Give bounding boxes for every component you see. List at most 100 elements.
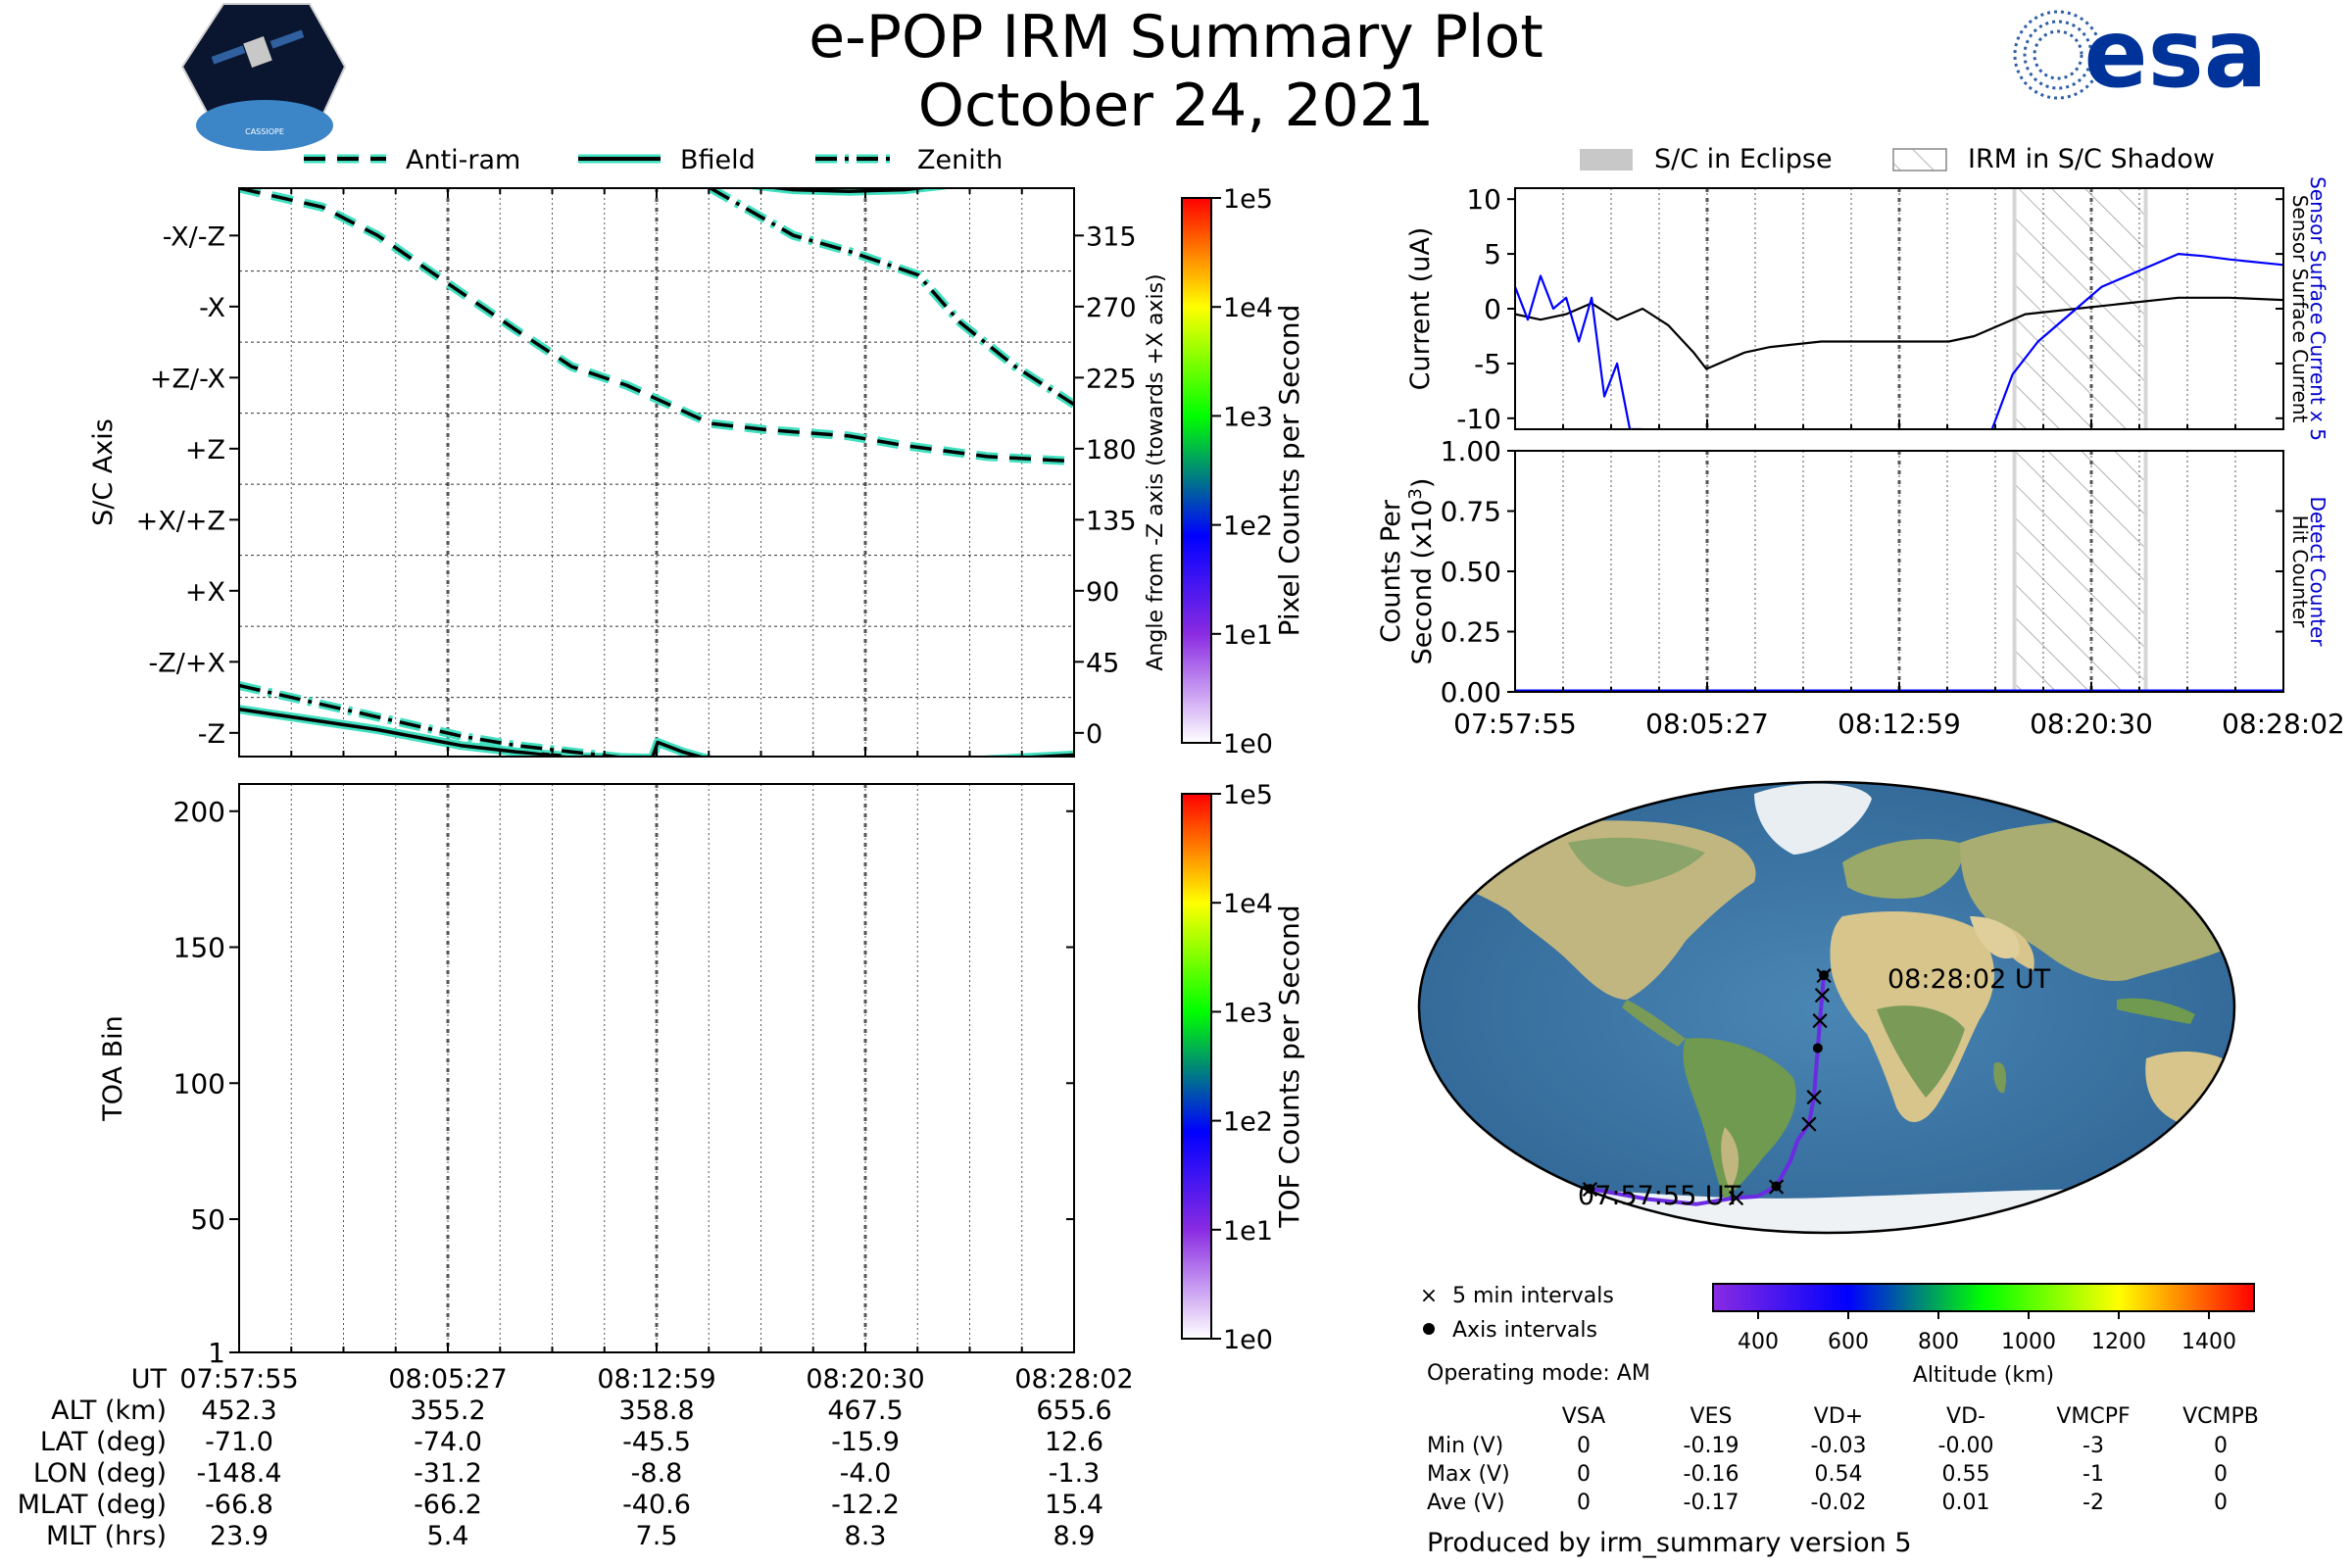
table-cell: -66.8 [205,1490,273,1520]
table-cell: -15.9 [831,1427,900,1457]
colorbar-tick-label: 1e3 [1223,998,1273,1028]
counts-panel: 0.00 0.25 0.50 0.75 1.00 Counts Per Second (… [1376,435,2345,740]
ytick-label-right: 90 [1086,577,1119,608]
xtick-label: 08:28:02 [2222,708,2345,740]
esa-logo-text: esa [2083,0,2267,109]
voltage-cell: 0.54 [1815,1462,1863,1487]
altitude-tick-label: 1200 [2091,1330,2146,1354]
counts-ylabel-line2: Second (x103) [1405,478,1438,665]
axis-interval-marker [1819,970,1830,981]
ground-track-line [1590,975,1826,1206]
table-row-label: LON (deg) [33,1458,167,1489]
voltage-table: VSA VES VD+ VD- VMCPF VCMPB Min (V) 0 -0.19 -0.03… [1427,1404,2259,1515]
table-cell: 8.3 [845,1521,887,1551]
five-min-marker: × [1725,1183,1747,1213]
axis-interval-marker [1585,1184,1595,1195]
ut-tick-label: 08:20:30 [806,1364,924,1395]
voltage-row-label: Ave (V) [1427,1491,1505,1515]
five-min-marker: × [1803,1082,1826,1112]
sc-axis-ylabel: S/C Axis [88,418,119,526]
table-cell: -66.2 [414,1490,482,1520]
axis-interval-marker [1771,1181,1782,1192]
operating-mode: Operating mode: AM [1427,1361,1650,1386]
ytick-label: 0.00 [1441,676,1501,709]
toa-ylabel: TOA Bin [98,1015,128,1121]
voltage-cell: -0.19 [1684,1434,1740,1458]
voltage-header: VES [1690,1404,1733,1429]
table-cell: 12.6 [1045,1427,1103,1457]
page-title: e-POP IRM Summary Plot [808,3,1544,72]
table-row-label: LAT (deg) [40,1427,167,1457]
xtick-label: 08:20:30 [2030,708,2153,740]
table-row-label: MLAT (deg) [18,1490,167,1520]
voltage-cell: 0 [2214,1462,2228,1487]
voltage-cell: 0 [1577,1434,1591,1458]
ytick-label-left: +X/+Z [136,506,225,536]
series-line-zenith [710,188,1074,407]
ytick-label: -10 [1456,403,1501,435]
series-line-anti-ram [239,188,1074,464]
five-min-marker: × [1798,1109,1821,1140]
series-line-sensor-surface-current [1515,296,2283,370]
altitude-tick-label: 400 [1738,1330,1779,1354]
voltage-cell: 0 [1577,1491,1591,1515]
ytick-label: 200 [173,796,225,828]
ytick-label: 5 [1484,238,1501,270]
ytick-label: 0.25 [1441,616,1501,649]
voltage-cell: -0.02 [1811,1491,1867,1515]
colorbar-tick-label: 1e5 [1223,184,1273,215]
shadow-swatch [1892,148,1947,172]
table-cell: -12.2 [831,1490,900,1520]
ytick-label: 100 [173,1067,225,1100]
ytick-label: 1.00 [1441,435,1501,467]
voltage-cell: -0.17 [1684,1491,1740,1515]
x-marker-icon: × [1420,1284,1438,1308]
voltage-cell: 0 [2214,1434,2228,1458]
legend-label-anti-ram: Anti-ram [406,145,520,175]
table-cell: 7.5 [636,1521,678,1551]
ytick-label: -5 [1474,348,1501,380]
altitude-tick-label: 800 [1918,1330,1959,1354]
legend-label-bfield: Bfield [680,145,756,175]
pixel-colorbar-label: Pixel Counts per Second [1273,305,1305,637]
current-panel: -10 -5 0 5 10 Current (uA) Sensor Surface Cu… [1405,176,2329,441]
left-logo: CASSIOPE [180,3,347,151]
shadow-region [2016,451,2144,692]
tof-colorbar: 1e0 1e1 1e2 1e3 1e4 1e5 TOF Counts per Second [1181,780,1305,1355]
table-cell: -40.6 [622,1490,691,1520]
ytick-label-left: +Z/-X [150,364,225,394]
voltage-header: VMCPF [2056,1404,2130,1429]
table-cell: 5.4 [427,1521,469,1551]
ytick-label: 0 [1484,293,1501,325]
series-line-sensor-surface-current-x-5 [1515,253,2283,429]
ytick-label: 10 [1466,183,1501,216]
sensor-current-label: Sensor Surface Current [2288,195,2312,423]
table-row-label: MLT (hrs) [46,1521,167,1551]
table-cell: 655.6 [1036,1396,1111,1426]
table-cell: 355.2 [410,1396,485,1426]
esa-logo: esa [2013,0,2268,109]
colorbar-tick-label: 1e3 [1223,402,1273,432]
table-cell: -45.5 [622,1427,691,1457]
table-cell: 358.8 [618,1396,694,1426]
colorbar-tick-label: 1e0 [1223,1325,1273,1355]
voltage-cell: 0.55 [1942,1462,1990,1487]
table-row-label: UT [131,1364,168,1395]
colorbar-tick-label: 1e1 [1223,1216,1273,1247]
table-cell: -74.0 [414,1427,482,1457]
table-cell: -71.0 [205,1427,273,1457]
colorbar-tick-label: 1e2 [1223,512,1273,542]
ut-tick-label: 07:57:55 [179,1364,298,1395]
table-cell: -148.4 [196,1458,281,1489]
ytick-label-left: +Z [185,435,225,466]
legend-label-s-c-in-eclipse: S/C in Eclipse [1654,144,1833,174]
colorbar-tick-label: 1e4 [1223,293,1273,323]
voltage-header: VCMPB [2182,1404,2259,1429]
dot-marker-icon [1423,1323,1435,1335]
voltage-cell: 0 [1577,1462,1591,1487]
table-cell: 23.9 [210,1521,269,1551]
table-cell: 8.9 [1054,1521,1096,1551]
